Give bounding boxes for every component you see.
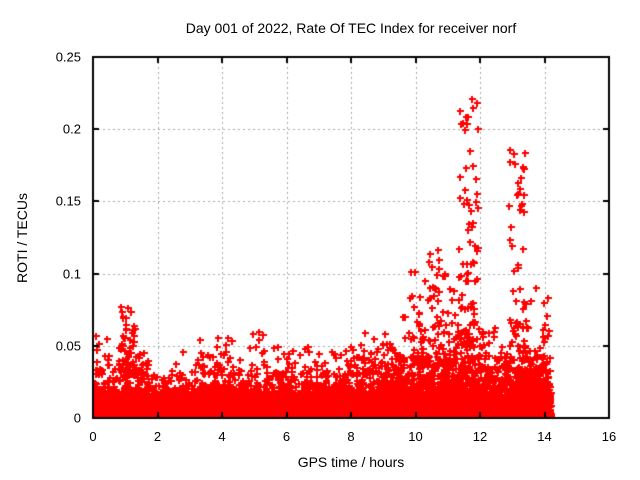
x-tick-label-6: 6 — [282, 429, 291, 444]
x-tick-label-8: 8 — [347, 429, 355, 444]
y-tick-label-0.05: 0.05 — [55, 338, 81, 354]
y-tick-label-0.2: 0.2 — [62, 121, 81, 137]
y-tick-label-0: 0 — [73, 410, 81, 426]
y-tick-label-0.15: 0.15 — [55, 193, 81, 209]
x-tick-label-16: 16 — [601, 429, 617, 444]
x-tick-label-12: 12 — [472, 429, 488, 444]
chart-title: Day 001 of 2022, Rate Of TEC Index for r… — [185, 20, 517, 36]
x-tick-label-0: 0 — [89, 429, 97, 444]
y-tick-label-0.1: 0.1 — [62, 266, 81, 282]
y-tick-label-0.25: 0.25 — [55, 49, 81, 65]
x-axis-label: GPS time / hours — [297, 454, 405, 470]
x-tick-label-2: 2 — [153, 429, 162, 444]
x-tick-label-14: 14 — [537, 429, 552, 444]
x-tick-label-10: 10 — [408, 429, 423, 444]
x-tick-label-4: 4 — [218, 429, 226, 444]
y-axis-label-text: ROTI / TECUs — [14, 193, 30, 283]
